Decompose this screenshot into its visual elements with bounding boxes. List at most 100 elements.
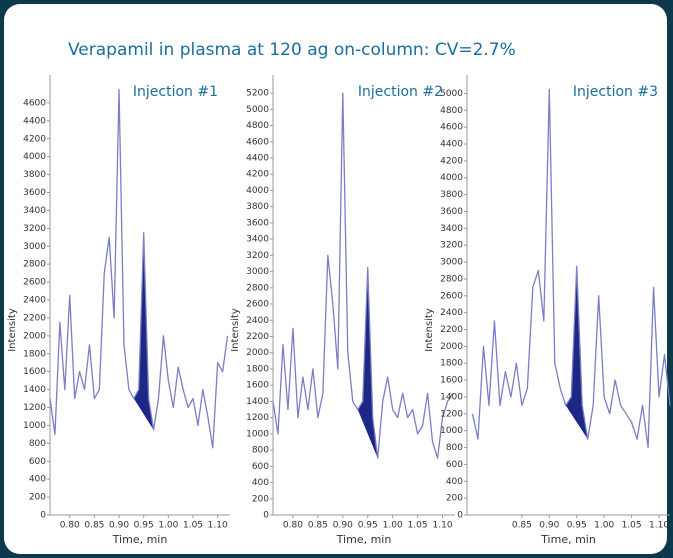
x-axis-label: Time, min <box>540 533 596 546</box>
y-tick-label: 1200 <box>440 409 463 419</box>
y-tick-label: 600 <box>446 460 463 470</box>
figure-title: Verapamil in plasma at 120 ag on-column:… <box>68 40 516 60</box>
y-tick-label: 5000 <box>246 105 269 115</box>
y-tick-label: 400 <box>252 478 269 488</box>
y-tick-label: 600 <box>29 457 46 467</box>
y-tick-label: 4400 <box>23 116 46 126</box>
y-tick-label: 3600 <box>246 218 269 228</box>
x-tick-label: 1.10 <box>208 521 228 531</box>
x-tick-label: 1.00 <box>594 521 614 531</box>
y-tick-label: 2600 <box>23 278 46 288</box>
y-tick-label: 200 <box>252 494 269 504</box>
x-axis-label: Time, min <box>336 533 392 546</box>
y-tick-label: 2800 <box>246 283 269 293</box>
trace <box>471 88 671 449</box>
y-tick-label: 1200 <box>23 403 46 413</box>
y-tick-label: 800 <box>29 439 46 449</box>
y-tick-label: 1400 <box>440 392 463 402</box>
y-tick-label: 1600 <box>440 376 463 386</box>
x-tick-label: 1.10 <box>649 521 669 531</box>
y-tick-label: 1200 <box>246 413 269 423</box>
y-tick-label: 2400 <box>246 316 269 326</box>
trace <box>272 92 454 459</box>
x-tick-label: 1.00 <box>383 521 403 531</box>
x-tick-label: 1.10 <box>433 521 453 531</box>
x-tick-label: 0.85 <box>512 521 532 531</box>
y-tick-label: 3000 <box>440 258 463 268</box>
y-tick-label: 200 <box>446 494 463 504</box>
x-tick-label: 1.05 <box>622 521 642 531</box>
y-tick-label: 3000 <box>246 267 269 277</box>
y-tick-label: 400 <box>446 477 463 487</box>
y-tick-label: 0 <box>40 511 46 521</box>
x-tick-label: 0.90 <box>539 521 559 531</box>
y-tick-label: 3600 <box>23 188 46 198</box>
x-axis-label: Time, min <box>112 533 168 546</box>
y-tick-label: 800 <box>446 443 463 453</box>
x-tick-label: 0.85 <box>84 521 104 531</box>
y-tick-label: 1800 <box>246 364 269 374</box>
y-tick-label: 1600 <box>246 381 269 391</box>
y-tick-label: 4600 <box>246 137 269 147</box>
y-tick-label: 4200 <box>246 170 269 180</box>
x-tick-label: 0.95 <box>358 521 378 531</box>
y-tick-label: 1400 <box>246 397 269 407</box>
y-tick-label: 0 <box>457 511 463 521</box>
y-tick-label: 2000 <box>246 348 269 358</box>
peak-area <box>357 267 378 459</box>
y-tick-label: 4000 <box>246 186 269 196</box>
y-tick-label: 2600 <box>440 291 463 301</box>
y-tick-label: 3200 <box>246 251 269 261</box>
y-axis-label: Intensity <box>424 308 435 352</box>
trace <box>49 88 229 449</box>
panel <box>4 4 667 554</box>
x-tick-label: 0.80 <box>60 521 80 531</box>
y-tick-label: 1600 <box>23 367 46 377</box>
y-tick-label: 200 <box>29 493 46 503</box>
x-tick-label: 0.85 <box>308 521 328 531</box>
y-tick-label: 3200 <box>23 224 46 234</box>
x-tick-label: 1.05 <box>408 521 428 531</box>
y-tick-label: 800 <box>252 446 269 456</box>
y-tick-label: 400 <box>29 475 46 485</box>
x-tick-label: 0.90 <box>109 521 129 531</box>
y-tick-label: 1000 <box>440 426 463 436</box>
x-tick-label: 0.95 <box>567 521 587 531</box>
y-axis-label: Intensity <box>230 308 241 352</box>
y-tick-label: 4000 <box>23 152 46 162</box>
y-tick-label: 2200 <box>440 325 463 335</box>
y-tick-label: 3600 <box>440 207 463 217</box>
y-tick-label: 4200 <box>23 134 46 144</box>
peak-area <box>565 266 588 440</box>
y-tick-label: 4800 <box>440 106 463 116</box>
y-tick-label: 3000 <box>23 242 46 252</box>
y-tick-label: 4600 <box>23 98 46 108</box>
y-tick-label: 2000 <box>440 342 463 352</box>
y-tick-label: 4400 <box>246 154 269 164</box>
y-tick-label: 1800 <box>23 349 46 359</box>
y-tick-label: 4000 <box>440 173 463 183</box>
x-tick-label: 1.00 <box>158 521 178 531</box>
y-tick-label: 4800 <box>246 121 269 131</box>
y-tick-label: 2400 <box>23 296 46 306</box>
y-tick-label: 5000 <box>440 89 463 99</box>
y-tick-label: 1400 <box>23 385 46 395</box>
y-tick-label: 3400 <box>246 235 269 245</box>
y-tick-label: 0 <box>263 511 269 521</box>
y-tick-label: 2200 <box>246 332 269 342</box>
x-tick-label: 0.95 <box>134 521 154 531</box>
y-tick-label: 3800 <box>23 170 46 180</box>
y-tick-label: 2200 <box>23 313 46 323</box>
peak-area <box>133 232 154 430</box>
y-tick-label: 4200 <box>440 156 463 166</box>
y-tick-label: 3800 <box>440 190 463 200</box>
y-tick-label: 1800 <box>440 359 463 369</box>
y-tick-label: 3800 <box>246 202 269 212</box>
y-tick-label: 2000 <box>23 331 46 341</box>
y-tick-label: 2600 <box>246 300 269 310</box>
y-axis-label: Intensity <box>7 308 18 352</box>
y-tick-label: 600 <box>252 462 269 472</box>
y-tick-label: 3200 <box>440 241 463 251</box>
y-tick-label: 4400 <box>440 140 463 150</box>
